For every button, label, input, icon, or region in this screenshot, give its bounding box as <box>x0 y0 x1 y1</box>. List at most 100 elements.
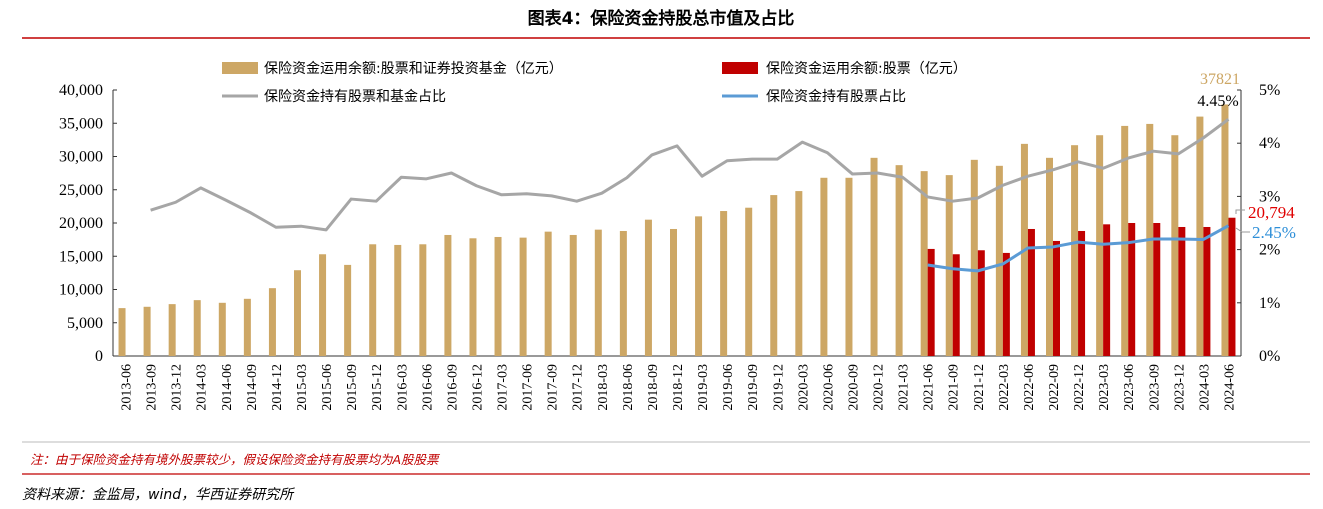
left-tick-label: 25,000 <box>59 182 103 199</box>
legend-label: 保险资金持有股票占比 <box>766 89 906 105</box>
bar-gold <box>494 236 502 356</box>
x-tick-label: 2016-12 <box>470 364 485 411</box>
annotation-gray-last: 4.45% <box>1197 93 1238 110</box>
bar-gold <box>118 308 126 356</box>
bar-gold <box>945 175 953 356</box>
left-tick-label: 15,000 <box>59 248 103 265</box>
bar-gold <box>218 302 226 356</box>
bar-gold <box>795 191 803 356</box>
x-tick-label: 2014-03 <box>195 364 210 411</box>
bar-red <box>1153 223 1161 356</box>
left-tick-label: 20,000 <box>59 215 103 232</box>
bar-gold <box>870 157 878 356</box>
bar-red <box>952 254 960 356</box>
x-tick-label: 2013-09 <box>145 364 160 411</box>
legend-label: 保险资金运用余额:股票和证券投资基金（亿元） <box>264 60 563 77</box>
bar-red <box>1178 226 1186 356</box>
bar-gold <box>995 165 1003 356</box>
x-tick-label: 2020-06 <box>821 364 836 411</box>
bar-red <box>1103 224 1111 356</box>
bar-gold <box>394 244 402 356</box>
x-tick-label: 2022-03 <box>997 364 1012 411</box>
bar-red <box>1078 230 1086 356</box>
x-tick-label: 2019-06 <box>721 364 736 411</box>
right-tick-label: 4% <box>1259 135 1280 152</box>
x-tick-label: 2023-12 <box>1172 364 1187 411</box>
x-tick-label: 2017-03 <box>496 364 511 411</box>
bar-gold <box>770 195 778 356</box>
x-tick-label: 2023-09 <box>1147 364 1162 411</box>
bar-gold <box>569 234 577 356</box>
x-tick-label: 2017-12 <box>571 364 586 411</box>
left-tick-label: 40,000 <box>59 82 103 99</box>
x-tick-label: 2018-06 <box>621 364 636 411</box>
x-tick-label: 2017-09 <box>546 364 561 411</box>
bar-red <box>1027 228 1035 356</box>
bar-red <box>1002 252 1010 356</box>
x-tick-label: 2024-06 <box>1222 364 1237 411</box>
right-tick-label: 0% <box>1259 348 1280 365</box>
bar-gold <box>444 234 452 356</box>
bar-gold <box>294 270 301 356</box>
x-tick-label: 2020-09 <box>846 364 861 411</box>
x-tick-label: 2019-12 <box>771 364 786 411</box>
legend-label: 保险资金运用余额:股票（亿元） <box>766 60 967 77</box>
x-tick-label: 2019-03 <box>696 364 711 411</box>
bar-gold <box>469 238 477 356</box>
x-tick-label: 2021-03 <box>897 364 912 411</box>
bar-gold <box>619 230 627 356</box>
right-tick-label: 2% <box>1259 242 1280 259</box>
x-tick-label: 2017-06 <box>521 364 536 411</box>
x-tick-label: 2023-03 <box>1097 364 1112 411</box>
bar-gold <box>369 244 377 356</box>
left-tick-label: 5,000 <box>67 315 103 332</box>
x-tick-label: 2020-03 <box>796 364 811 411</box>
bar-gold <box>1071 145 1079 356</box>
x-tick-label: 2015-12 <box>370 364 385 411</box>
x-tick-label: 2021-06 <box>922 364 937 411</box>
legend-label: 保险资金持有股票和基金占比 <box>264 88 446 105</box>
bar-gold <box>745 207 753 356</box>
bar-gold <box>970 159 978 356</box>
right-tick-label: 3% <box>1259 188 1280 205</box>
x-tick-label: 2024-03 <box>1197 364 1212 411</box>
bar-red <box>977 250 985 356</box>
x-tick-label: 2015-09 <box>345 364 360 411</box>
bar-gold <box>720 211 728 356</box>
x-tick-label: 2016-09 <box>445 364 460 411</box>
bar-gold <box>519 237 527 356</box>
left-tick-label: 0 <box>95 348 103 365</box>
legend-swatch-gold <box>222 62 258 74</box>
bar-gold <box>644 219 652 356</box>
bar-gold <box>268 288 276 356</box>
bar-gold <box>1121 125 1129 356</box>
right-tick-label: 5% <box>1259 82 1280 99</box>
bar-gold <box>845 177 853 356</box>
bar-red <box>1203 226 1211 356</box>
legend-swatch-red <box>722 62 758 74</box>
bar-gold <box>419 244 427 356</box>
bar-gold <box>1046 157 1053 356</box>
chart-title: 图表4：保险资金持股总市值及占比 <box>528 8 795 29</box>
bar-gold <box>594 229 602 356</box>
x-tick-label: 2014-06 <box>220 364 235 411</box>
bar-red <box>927 248 935 356</box>
bar-gold <box>143 306 151 356</box>
bar-gold <box>820 177 828 356</box>
right-tick-label: 1% <box>1259 295 1280 312</box>
x-tick-label: 2016-03 <box>395 364 410 411</box>
x-tick-label: 2013-06 <box>120 364 135 411</box>
x-tick-label: 2019-09 <box>746 364 761 411</box>
x-tick-label: 2015-06 <box>320 364 335 411</box>
bar-gold <box>920 171 928 356</box>
bar-gold <box>344 264 352 356</box>
x-tick-label: 2020-12 <box>872 364 887 411</box>
x-tick-label: 2022-06 <box>1022 364 1037 411</box>
footnote: 注：由于保险资金持有境外股票较少，假设保险资金持有股票均为A股股票 <box>30 452 441 467</box>
bar-gold <box>168 304 176 356</box>
x-tick-label: 2013-12 <box>170 364 185 411</box>
x-tick-label: 2023-06 <box>1122 364 1137 411</box>
bar-gold <box>193 300 201 356</box>
